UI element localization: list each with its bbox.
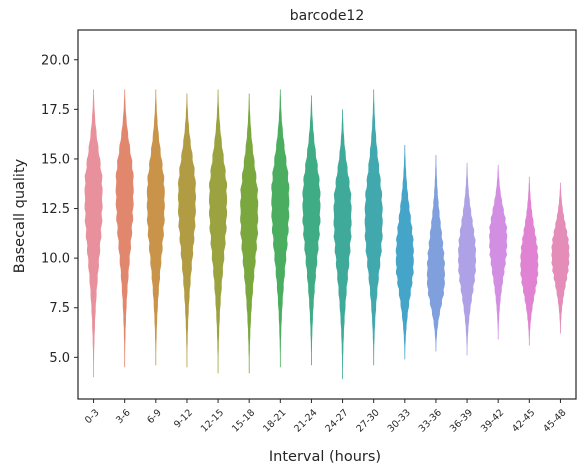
x-tick-label: 39-42 xyxy=(479,407,506,434)
x-tick-label: 30-33 xyxy=(386,407,413,434)
x-tick-label: 45-48 xyxy=(541,407,568,434)
violin-9-12 xyxy=(177,93,196,368)
y-tick-label: 5.0 xyxy=(49,351,70,366)
x-axis-label: Interval (hours) xyxy=(269,449,381,465)
x-tick-label: 15-18 xyxy=(230,407,257,434)
y-tick-label: 10.0 xyxy=(41,252,70,267)
y-axis-label: Basecall quality xyxy=(12,158,28,273)
violin-15-18 xyxy=(240,93,259,374)
violin-3-6 xyxy=(115,89,134,368)
violin-18-21 xyxy=(271,89,290,368)
x-tick-label: 36-39 xyxy=(448,407,475,434)
x-tick-label: 3-6 xyxy=(114,407,133,426)
x-tick-label: 18-21 xyxy=(261,407,288,434)
x-tick-label: 33-36 xyxy=(417,407,444,434)
x-tick-label: 9-12 xyxy=(172,407,195,430)
x-tick-label: 21-24 xyxy=(292,407,319,434)
plot-frame xyxy=(77,29,577,400)
violin-30-33 xyxy=(395,145,414,360)
violin-0-3 xyxy=(84,89,103,378)
violin-45-48 xyxy=(551,182,570,334)
y-tick-label: 15.0 xyxy=(41,152,70,167)
y-tick-label: 12.5 xyxy=(41,202,70,217)
y-tick-label: 17.5 xyxy=(41,103,70,118)
x-tick-label: 12-15 xyxy=(199,407,226,434)
violin-33-36 xyxy=(426,154,445,352)
violin-12-15 xyxy=(209,89,228,374)
violin-27-30 xyxy=(364,89,383,366)
chart-title: barcode12 xyxy=(290,8,365,24)
violin-24-27 xyxy=(333,109,352,380)
violin-group xyxy=(84,89,570,380)
x-axis: 0-3 3-6 6-9 9-12 12-15 15-18 18-21 21-24 24-27 27… xyxy=(83,399,569,435)
violin-21-24 xyxy=(302,95,321,366)
violin-42-45 xyxy=(520,176,539,346)
x-tick-label: 27-30 xyxy=(355,407,382,434)
violin-6-9 xyxy=(146,89,165,366)
y-tick-label: 20.0 xyxy=(41,53,70,68)
violin-36-39 xyxy=(458,162,477,356)
x-tick-label: 24-27 xyxy=(323,407,350,434)
y-axis: 5.0 7.5 10.0 12.5 15.0 17.5 20.0 xyxy=(41,53,78,366)
y-tick-label: 7.5 xyxy=(49,301,70,316)
x-tick-label: 42-45 xyxy=(510,407,537,434)
x-tick-label: 0-3 xyxy=(83,407,102,426)
x-tick-label: 6-9 xyxy=(145,407,164,426)
violin-39-42 xyxy=(489,164,508,340)
